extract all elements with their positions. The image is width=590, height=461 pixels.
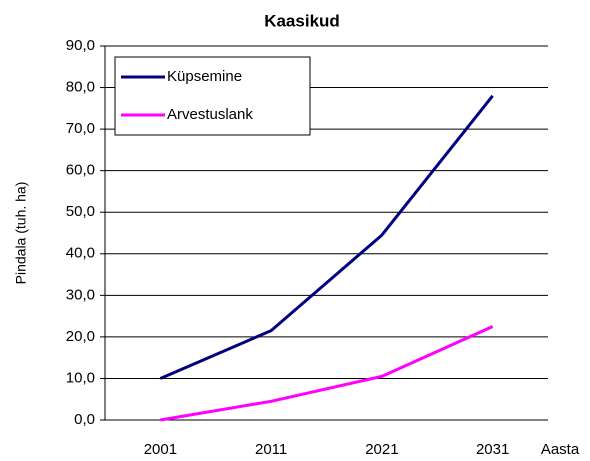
y-tick-label: 50,0 — [66, 203, 95, 220]
y-tick-label: 60,0 — [66, 162, 95, 179]
y-tick-label: 90,0 — [66, 37, 95, 54]
series-line — [160, 325, 494, 422]
y-tick-label: 0,0 — [74, 411, 95, 428]
y-tick-label: 40,0 — [66, 245, 95, 262]
x-tick-label: 2011 — [255, 441, 287, 458]
series-line — [159, 94, 494, 380]
legend-label: Arvestuslank — [167, 106, 253, 123]
x-tick-label: 2031 — [476, 441, 509, 458]
x-tick-label: 2021 — [365, 441, 398, 458]
y-tick-label: 70,0 — [66, 120, 95, 137]
y-tick-label: 30,0 — [66, 286, 95, 303]
legend-label: Küpsemine — [167, 68, 242, 85]
legend-box — [114, 56, 311, 136]
y-tick-label: 80,0 — [66, 79, 95, 96]
x-axis-label: Aasta — [541, 441, 580, 458]
y-tick-label: 20,0 — [66, 328, 95, 345]
y-tick-label: 10,0 — [66, 369, 95, 386]
y-axis-label: Pindala (tuh. ha) — [13, 182, 29, 285]
chart-title: Kaasikud — [264, 11, 340, 30]
x-tick-label: 2001 — [144, 441, 177, 458]
